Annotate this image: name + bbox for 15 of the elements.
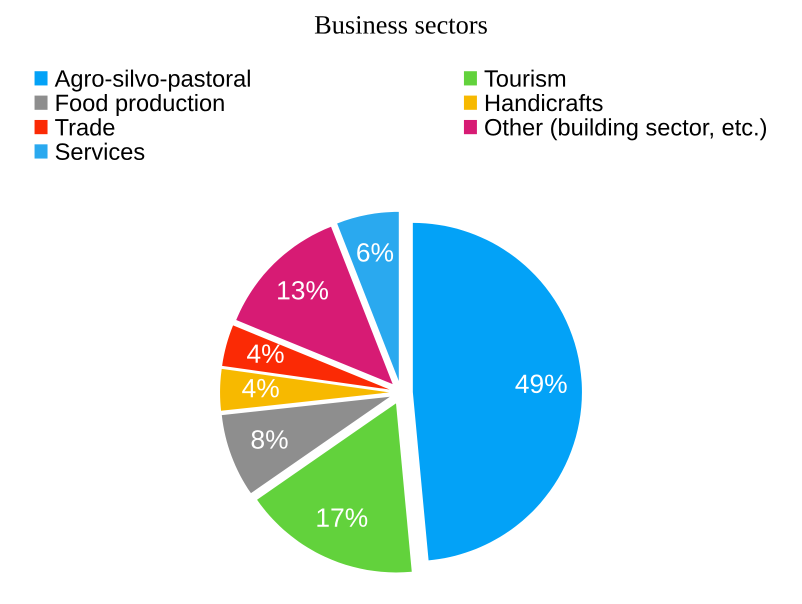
legend-label: Tourism xyxy=(484,70,566,87)
legend-label: Trade xyxy=(55,118,114,136)
legend-label: Services xyxy=(56,142,144,160)
legend-label: Handicrafts xyxy=(486,94,603,112)
data-label: 4% xyxy=(247,344,284,363)
chart-title: Business sectors xyxy=(314,16,487,34)
data-label: 6% xyxy=(357,243,394,262)
data-label: 17% xyxy=(317,508,368,527)
legend-label: Other (building sector, etc.) xyxy=(485,118,766,140)
data-label: 4% xyxy=(242,378,279,398)
data-label: 49% xyxy=(515,374,567,394)
data-label: 8% xyxy=(252,430,288,449)
data-label: 13% xyxy=(278,280,328,300)
legend-label: Agro-silvo-pastoral xyxy=(54,70,250,92)
legend-label: Food production xyxy=(56,94,224,116)
